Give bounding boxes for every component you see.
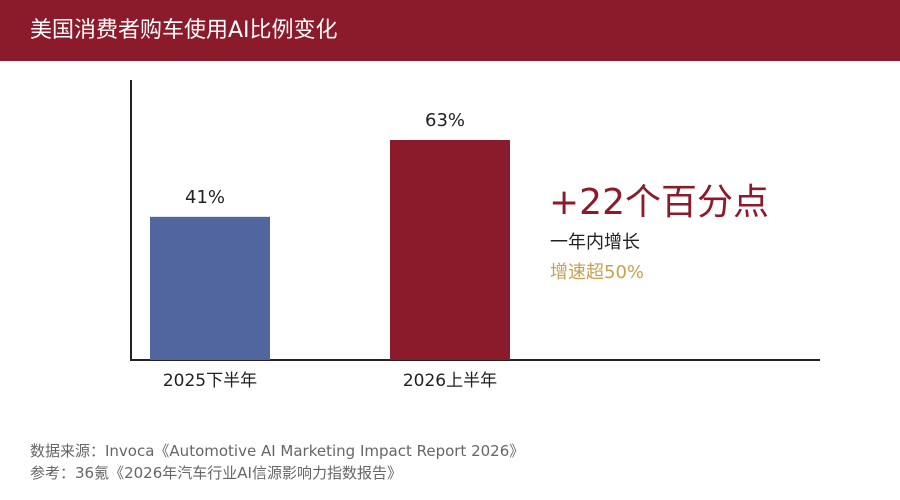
header-bar: 美国消费者购车使用AI比例变化 bbox=[0, 0, 900, 61]
chart-title: 美国消费者购车使用AI比例变化 bbox=[30, 18, 338, 43]
footer-source: 数据来源：Invoca《Automotive AI Marketing Impa… bbox=[30, 442, 525, 460]
annotation-growth-rate: 增速超50% bbox=[550, 262, 645, 283]
x-tick-label-2: 2026上半年 bbox=[403, 371, 497, 391]
annotation-increase: +22个百分点 bbox=[549, 182, 769, 223]
x-tick-label-1: 2025下半年 bbox=[163, 371, 257, 391]
bar-value-label-1: 41% bbox=[185, 187, 225, 208]
footer-reference: 参考：36氪《2026年汽车行业AI信源影响力指数报告》 bbox=[30, 464, 402, 482]
bar-2 bbox=[390, 140, 510, 360]
bar-value-label-2: 63% bbox=[425, 110, 465, 131]
annotation-growth-note: 一年内增长 bbox=[550, 232, 640, 253]
bar-1 bbox=[150, 216, 270, 360]
